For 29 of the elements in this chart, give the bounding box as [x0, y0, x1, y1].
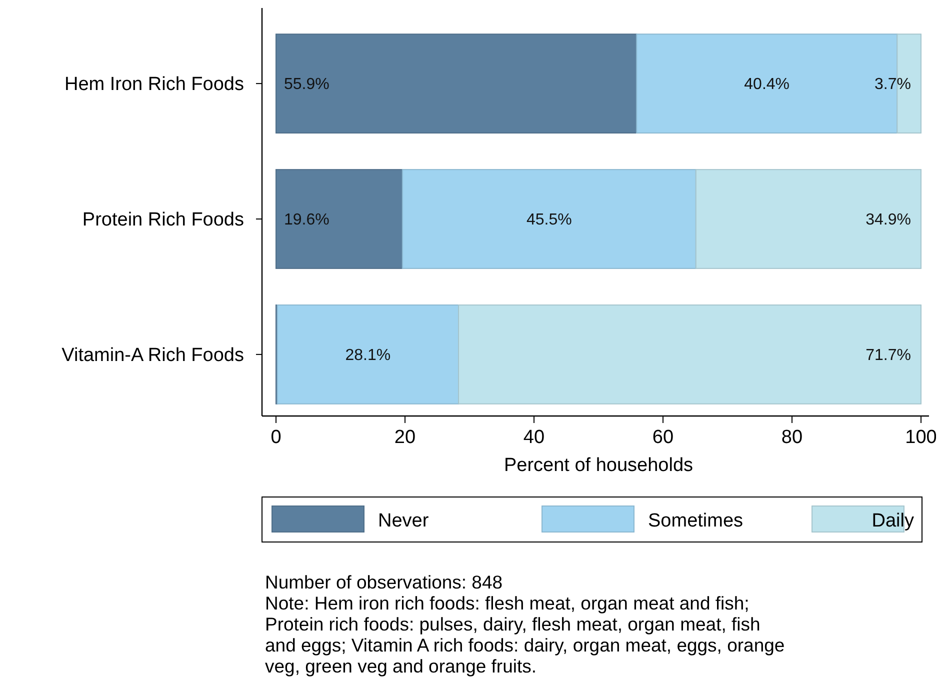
x-axis-title: Percent of households [504, 455, 694, 476]
bar [695, 169, 922, 269]
bar [402, 169, 696, 269]
data-label: 45.5% [526, 212, 572, 229]
data-label: 19.6% [284, 212, 330, 229]
bar [276, 169, 403, 269]
text: Note: Hem iron rich foods: flesh meat, organ meat and fish; Protein rich foods: pulses, dairy, flesh meat, organ meat, fish and eggs; Vitamin A rich foods: dairy, organ meat, eggs, orange veg, green veg and orange fruits. [265, 592, 785, 676]
data-label: 55.9% [284, 76, 330, 94]
bar [276, 34, 638, 134]
x-tick-label: 0 [270, 427, 282, 448]
data-label: 28.1% [345, 347, 391, 364]
data-label: 71.7% [866, 347, 911, 364]
legend-label: Never [378, 510, 430, 532]
data-label: 34.9% [866, 212, 911, 229]
y-tick-label: Hem Iron Rich Foods [64, 74, 244, 96]
data-label: 40.4% [744, 76, 790, 94]
x-tick-label: 40 [523, 427, 545, 448]
y-tick-label: Protein Rich Foods [82, 210, 244, 231]
text: Daily [872, 510, 914, 532]
bar [276, 304, 460, 404]
x-tick-label: 60 [652, 427, 674, 448]
x-tick-label: 20 [394, 427, 416, 448]
text: Number of observations: 848 [265, 571, 503, 592]
x-tick-label: 80 [781, 427, 803, 448]
x-tick-label: 100 [905, 427, 937, 448]
bar [458, 304, 922, 404]
y-tick-label: Vitamin-A Rich Foods [62, 345, 244, 366]
data-label: 3.7% [874, 76, 911, 94]
legend-label: Sometimes [648, 510, 744, 532]
